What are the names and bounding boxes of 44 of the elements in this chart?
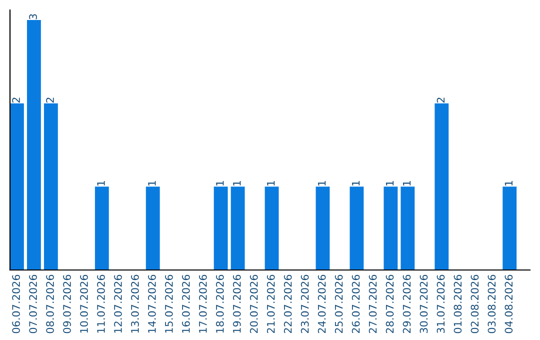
x-tick-label: 26.07.2026 [352,274,360,334]
x-tick-label: 17.07.2026 [198,274,207,333]
x-tick-label: 27.07.2026 [368,274,377,334]
data-label: 1 [402,181,411,186]
x-tick-label: 04.08.2026 [504,274,513,334]
x-tick-label: 30.07.2026 [420,274,428,334]
x-tick-label: 24.07.2026 [318,274,326,334]
x-tick-label: 20.07.2026 [250,274,258,334]
x-tick-label: 15.07.2026 [165,274,173,333]
data-label: 2 [46,98,54,103]
x-tick-label: 12.07.2026 [114,274,122,333]
data-label: 1 [352,181,360,186]
data-label: 1 [318,181,326,186]
x-tick-label: 01.08.2026 [454,274,462,334]
data-label: 1 [216,181,224,186]
x-tick-label: 02.08.2026 [470,274,479,334]
data-label: 2 [436,98,445,103]
x-tick-label: 19.07.2026 [232,274,241,333]
x-tick-label: 14.07.2026 [148,274,156,333]
x-tick-label: 16.07.2026 [182,274,190,333]
x-tick-label: 07.07.2026 [29,274,37,334]
x-tick-label: 21.07.2026 [266,274,275,334]
x-tick-label: 23.07.2026 [300,274,309,334]
x-tick-label: 25.07.2026 [334,274,343,334]
data-label: 1 [148,181,156,186]
x-tick-label: 29.07.2026 [402,274,411,334]
x-tick-label: 28.07.2026 [386,274,394,334]
x-tick-label: 03.08.2026 [488,274,496,334]
data-label: 1 [386,181,394,186]
data-label: 1 [233,181,241,186]
x-tick-label: 13.07.2026 [131,274,139,333]
data-label: 2 [12,98,20,103]
data-label: 1 [267,181,275,186]
data-label: 1 [504,181,512,186]
x-tick-label: 11.07.2026 [97,274,105,333]
x-tick-label: 06.07.2026 [12,274,20,334]
x-tick-label: 09.07.2026 [63,274,71,334]
data-label: 1 [97,181,105,186]
data-label: 3 [29,14,37,20]
x-tick-label: 08.07.2026 [46,274,54,334]
x-tick-label: 22.07.2026 [284,274,292,334]
x-tick-label: 18.07.2026 [216,274,224,333]
x-tick-label: 31.07.2026 [436,274,445,334]
x-tick-label: 10.07.2026 [80,274,88,333]
